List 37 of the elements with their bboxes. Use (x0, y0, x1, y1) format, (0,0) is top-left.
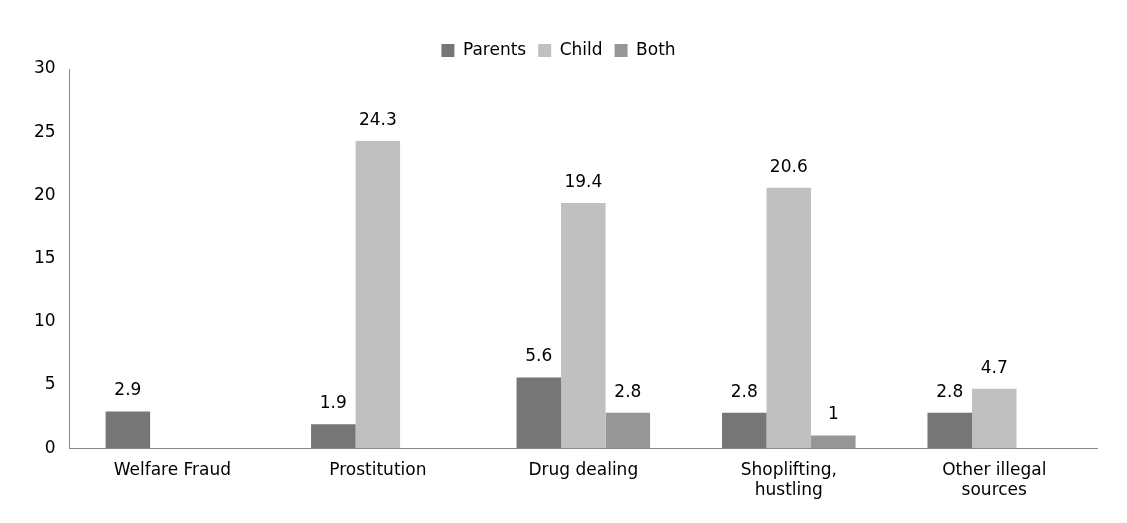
x-tick-label: Other illegal sources (942, 458, 1047, 500)
data-label: 2.9 (114, 379, 142, 400)
bar (516, 377, 562, 449)
bar (766, 187, 812, 449)
bar (811, 435, 856, 449)
x-tick-label: Drug dealing (528, 458, 639, 479)
y-tick-label: 25 (33, 120, 56, 141)
x-tick-label: Shoplifting, hustling (740, 458, 837, 500)
data-label: 2.8 (936, 380, 964, 401)
bar (722, 412, 767, 449)
bar (561, 202, 606, 449)
data-label: 1 (827, 403, 839, 424)
data-label: 20.6 (769, 155, 808, 176)
y-tick-label: 15 (33, 247, 56, 268)
bar (105, 411, 151, 449)
legend-label: Child (559, 38, 603, 59)
data-label: 2.8 (730, 380, 758, 401)
bar (355, 141, 401, 449)
y-tick-label: 20 (33, 183, 56, 204)
bar (927, 412, 972, 449)
data-label: 2.8 (614, 380, 642, 401)
legend-label: Parents (462, 38, 527, 59)
data-label: 4.7 (980, 356, 1008, 377)
data-label: 5.6 (525, 345, 553, 366)
bar (605, 412, 651, 449)
bar (972, 388, 1017, 449)
legend-label: Both (636, 38, 676, 59)
data-label: 1.9 (319, 392, 347, 413)
bar (311, 424, 356, 449)
data-label: 24.3 (358, 108, 397, 129)
x-tick-label: Prostitution (329, 458, 427, 479)
y-tick-label: 10 (33, 310, 56, 331)
y-tick-label: 0 (44, 436, 56, 457)
x-tick-label: Welfare Fraud (113, 458, 232, 479)
data-label: 19.4 (564, 170, 603, 191)
y-tick-label: 30 (33, 57, 56, 78)
y-tick-label: 5 (44, 373, 56, 394)
